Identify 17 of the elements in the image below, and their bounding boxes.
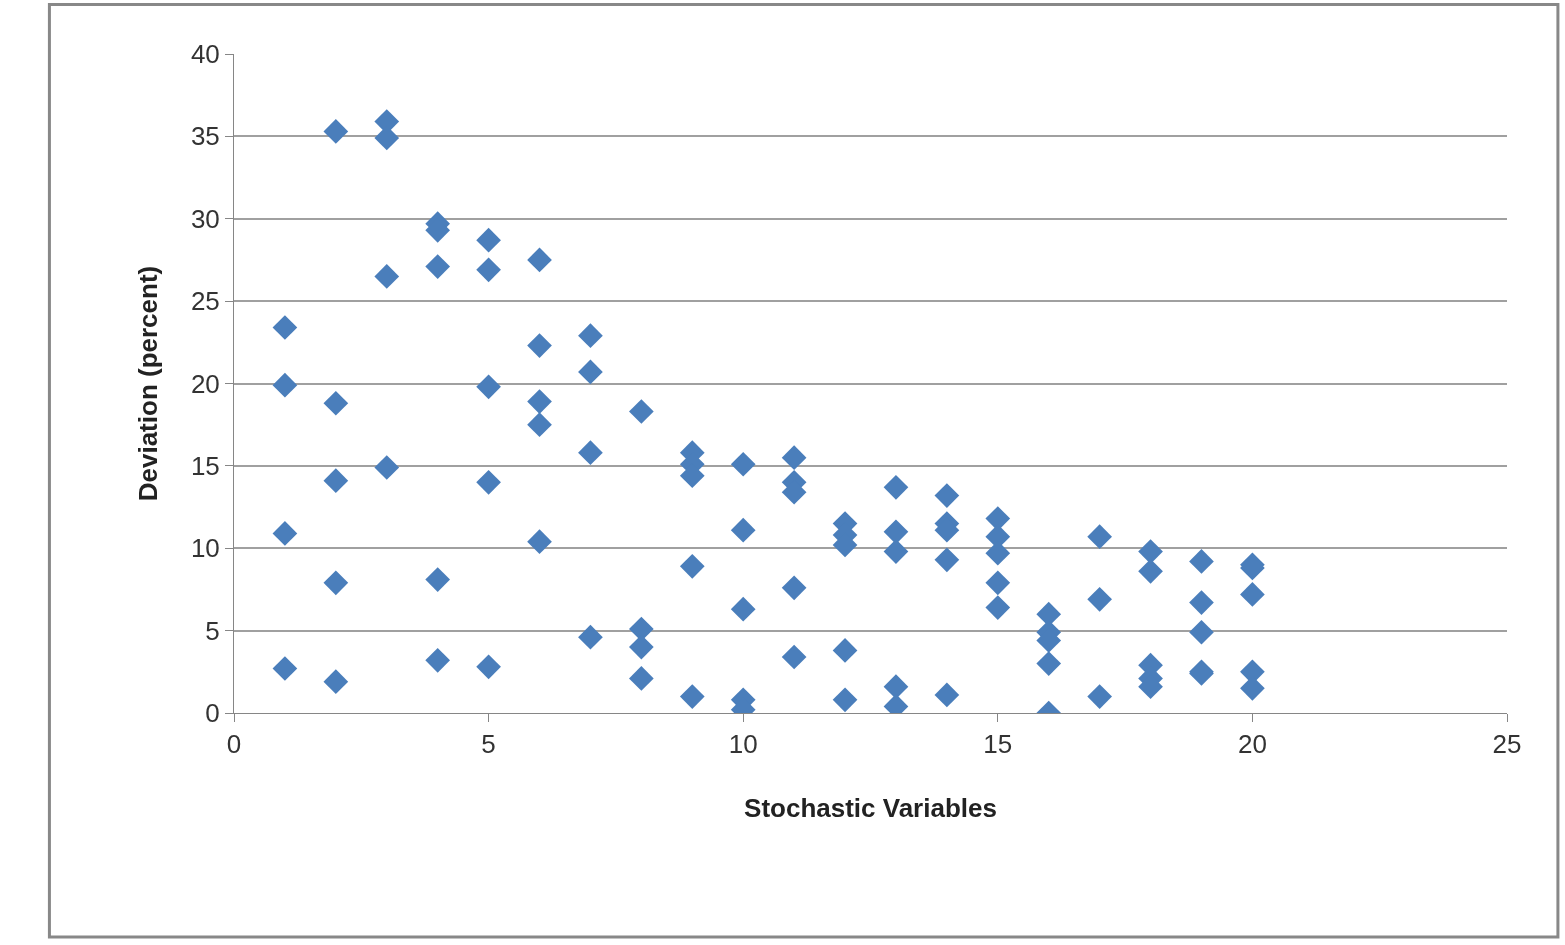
x-tick-label: 0 <box>226 729 242 760</box>
y-tick-label: 35 <box>190 121 220 152</box>
x-tick-label: 25 <box>1492 729 1522 760</box>
x-tick-label: 15 <box>983 729 1013 760</box>
y-tick-label: 30 <box>190 203 220 234</box>
x-tick-label: 20 <box>1237 729 1267 760</box>
y-tick-label: 25 <box>190 286 220 317</box>
y-tick-label: 15 <box>190 450 220 481</box>
y-tick-label: 20 <box>190 368 220 399</box>
y-tick-label: 0 <box>205 698 220 729</box>
x-tick-label: 5 <box>481 729 496 760</box>
y-tick-label: 5 <box>205 615 220 646</box>
y-axis-title: Deviation (percent) <box>133 265 164 502</box>
y-tick-label: 40 <box>190 39 220 70</box>
x-axis-title: Stochastic Variables <box>744 792 997 823</box>
x-tick-label: 10 <box>728 729 758 760</box>
y-tick-label: 10 <box>190 533 220 564</box>
